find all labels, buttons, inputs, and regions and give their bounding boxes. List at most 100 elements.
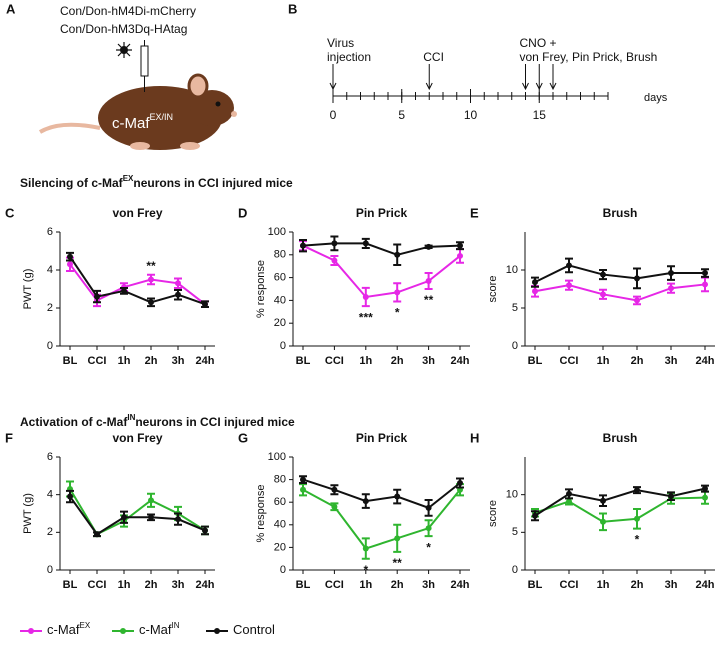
section-title: Silencing of c-MafEXneurons in CCI injur…: [20, 174, 293, 190]
x-tick-label: 3h: [172, 355, 185, 367]
legend-label: c-MafIN: [139, 621, 180, 637]
x-tick-label: 1h: [359, 355, 372, 367]
data-point: [148, 276, 154, 283]
y-tick-label: 60: [274, 272, 286, 284]
legend-label: Control: [233, 622, 275, 637]
legend-marker: [120, 628, 126, 634]
series-line: [69, 488, 206, 536]
significance: *: [363, 563, 368, 577]
x-tick-label: BL: [528, 355, 543, 367]
y-tick-label: 2: [47, 302, 53, 314]
y-axis-label: PWT (g): [22, 493, 34, 534]
x-tick-label: BL: [528, 579, 543, 591]
y-tick-label: 40: [274, 294, 286, 306]
data-point: [175, 291, 181, 298]
data-point: [600, 291, 606, 298]
section-text: neurons in CCI injured mice: [135, 415, 295, 429]
data-point: [362, 240, 369, 247]
x-tick-label: 24h: [451, 355, 470, 367]
significance: **: [424, 293, 434, 307]
data-point: [600, 518, 606, 525]
x-tick-label: 2h: [631, 355, 644, 367]
x-tick-label: 24h: [696, 355, 715, 367]
chart-title: von Frey: [112, 206, 162, 220]
event-arrow: [425, 64, 433, 91]
data-point: [121, 287, 127, 294]
series-line: [534, 264, 705, 284]
panel-letter: E: [470, 205, 479, 220]
data-point: [634, 275, 640, 282]
y-tick-label: 10: [506, 489, 518, 501]
data-point: [121, 514, 127, 521]
data-point: [300, 486, 306, 493]
x-tick-label: 24h: [451, 579, 470, 591]
y-tick-label: 6: [47, 451, 53, 463]
data-point: [175, 280, 181, 287]
data-point: [702, 270, 708, 277]
data-point: [148, 514, 154, 521]
event-arrow: [549, 64, 557, 91]
section-text: neurons in CCI injured mice: [133, 176, 293, 190]
y-tick-label: 60: [274, 496, 286, 508]
panel-letter: F: [5, 430, 13, 445]
x-tick-label: 1h: [359, 579, 372, 591]
legend-text: c-Maf: [139, 622, 172, 637]
y-tick-label: 20: [274, 541, 286, 553]
y-tick-label: 80: [274, 474, 286, 486]
y-tick-label: 40: [274, 519, 286, 531]
x-tick-label: 3h: [665, 355, 678, 367]
mouse-label-sup: EX/IN: [150, 112, 174, 122]
x-tick-label: BL: [63, 355, 78, 367]
x-tick-label: 1h: [118, 355, 131, 367]
data-point: [668, 285, 674, 292]
y-axis-label: % response: [255, 484, 267, 542]
y-tick-label: 5: [512, 302, 518, 314]
data-point: [362, 293, 369, 300]
significance: *: [635, 533, 640, 547]
legend-marker: [28, 628, 34, 634]
data-point: [457, 252, 463, 259]
x-tick-label: 3h: [172, 579, 185, 591]
section-sup: IN: [127, 413, 135, 422]
y-tick-label: 0: [47, 564, 53, 576]
series-line: [302, 242, 461, 256]
event-label: Virus: [327, 36, 354, 50]
x-tick-label: BL: [63, 579, 78, 591]
x-tick-label: CCI: [88, 355, 107, 367]
mouse-label: c-MafEX/IN: [112, 112, 173, 132]
y-tick-label: 4: [47, 489, 53, 501]
data-point: [67, 261, 73, 268]
panel-letter: A: [6, 1, 16, 16]
data-point: [425, 504, 432, 511]
data-point: [394, 289, 401, 296]
y-tick-label: 0: [512, 340, 518, 352]
y-tick-label: 80: [274, 249, 286, 261]
data-point: [362, 498, 369, 505]
data-point: [148, 299, 154, 306]
x-tick-label: 24h: [196, 579, 215, 591]
y-tick-label: 0: [47, 340, 53, 352]
x-tick-label: CCI: [560, 355, 579, 367]
data-point: [702, 494, 708, 501]
x-tick-label: BL: [296, 579, 311, 591]
y-axis-label: score: [487, 500, 499, 527]
chart-title: Brush: [603, 431, 638, 445]
x-tick-label: 2h: [631, 579, 644, 591]
data-point: [67, 253, 73, 260]
y-axis-label: score: [487, 276, 499, 303]
data-point: [457, 242, 463, 249]
data-point: [202, 301, 208, 308]
legend-text: c-Maf: [47, 622, 80, 637]
x-tick-label: 1h: [118, 579, 131, 591]
x-tick-label: 3h: [665, 579, 678, 591]
mouse-label-text: c-Maf: [112, 115, 150, 132]
data-point: [702, 281, 708, 288]
event-arrow: [329, 64, 337, 91]
section-title: Activation of c-MafINneurons in CCI inju…: [20, 413, 295, 429]
event-label: CCI: [423, 50, 444, 64]
series-line: [69, 263, 206, 305]
panel-letter: C: [5, 205, 15, 220]
x-tick-label: 1h: [597, 355, 610, 367]
x-tick-label: 2h: [145, 355, 158, 367]
x-tick-label: 24h: [696, 579, 715, 591]
